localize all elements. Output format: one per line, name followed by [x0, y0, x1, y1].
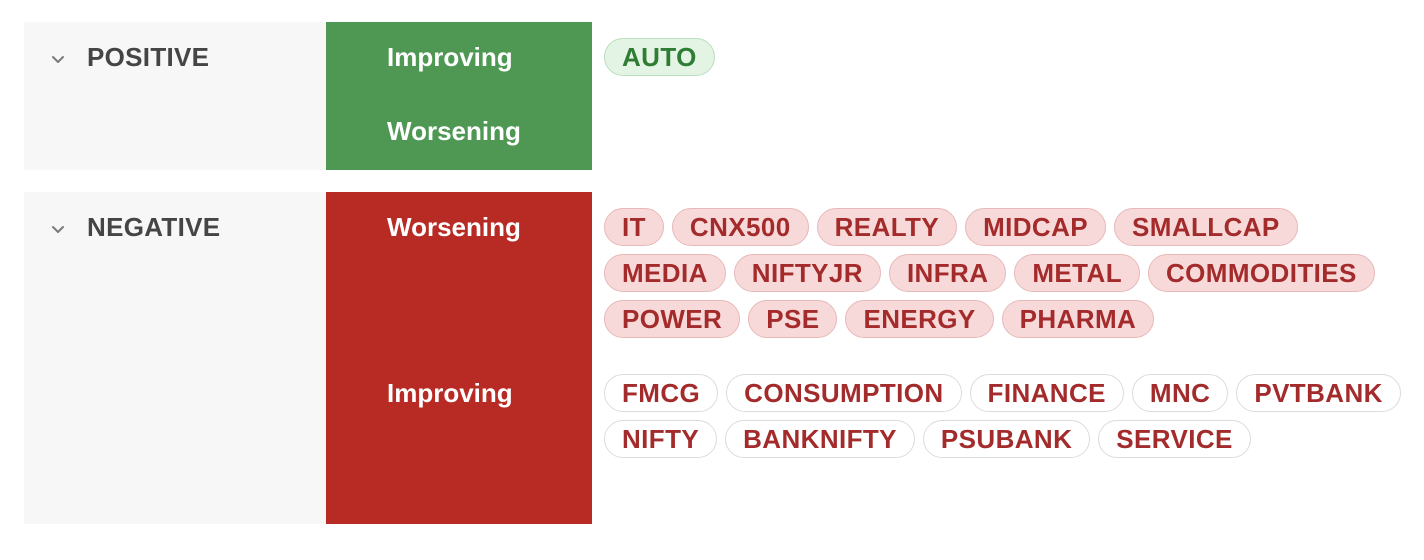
tag-pse[interactable]: PSE	[748, 300, 838, 338]
tag-midcap[interactable]: MIDCAP	[965, 208, 1107, 246]
negative-improving-tags: FMCG CONSUMPTION FINANCE MNC PVTBANK NIF…	[604, 374, 1424, 458]
tag-service[interactable]: SERVICE	[1098, 420, 1251, 458]
tag-metal[interactable]: METAL	[1014, 254, 1140, 292]
positive-group-header[interactable]: POSITIVE	[24, 22, 326, 170]
tag-realty[interactable]: REALTY	[816, 208, 958, 246]
tag-media[interactable]: MEDIA	[604, 254, 726, 292]
negative-improving-label: Improving	[387, 378, 513, 408]
positive-improving-label: Improving	[387, 42, 513, 72]
negative-group: NEGATIVE Worsening Improving IT CNX500 R…	[24, 192, 1424, 524]
tag-pharma[interactable]: PHARMA	[1001, 300, 1155, 338]
negative-state-column: Worsening Improving	[326, 192, 592, 524]
tag-consumption[interactable]: CONSUMPTION	[726, 374, 962, 412]
tag-smallcap[interactable]: SMALLCAP	[1114, 208, 1298, 246]
positive-group-title: POSITIVE	[87, 42, 210, 72]
tag-finance[interactable]: FINANCE	[969, 374, 1124, 412]
tag-mnc[interactable]: MNC	[1131, 374, 1229, 412]
tag-auto[interactable]: AUTO	[604, 38, 715, 76]
tag-fmcg[interactable]: FMCG	[604, 374, 719, 412]
positive-state-column: Improving Worsening	[326, 22, 592, 170]
tag-it[interactable]: IT	[604, 208, 664, 246]
tag-banknifty[interactable]: BANKNIFTY	[725, 420, 915, 458]
negative-worsening-tags: IT CNX500 REALTY MIDCAP SMALLCAP MEDIA N…	[604, 208, 1424, 338]
tag-cnx500[interactable]: CNX500	[671, 208, 809, 246]
negative-group-header[interactable]: NEGATIVE	[24, 192, 326, 524]
tag-nifty[interactable]: NIFTY	[604, 420, 718, 458]
negative-worsening-label: Worsening	[387, 212, 521, 242]
chevron-down-icon[interactable]	[50, 221, 66, 237]
tag-commodities[interactable]: COMMODITIES	[1148, 254, 1375, 292]
tag-niftyjr[interactable]: NIFTYJR	[733, 254, 881, 292]
negative-group-title: NEGATIVE	[87, 212, 221, 242]
tag-infra[interactable]: INFRA	[888, 254, 1007, 292]
tag-psubank[interactable]: PSUBANK	[922, 420, 1091, 458]
tag-energy[interactable]: ENERGY	[845, 300, 994, 338]
tag-pvtbank[interactable]: PVTBANK	[1236, 374, 1401, 412]
positive-worsening-label: Worsening	[387, 116, 521, 146]
positive-group: POSITIVE Improving Worsening AUTO	[24, 22, 1424, 170]
tag-power[interactable]: POWER	[604, 300, 741, 338]
chevron-down-icon[interactable]	[50, 51, 66, 67]
positive-improving-tags: AUTO	[604, 38, 1424, 76]
